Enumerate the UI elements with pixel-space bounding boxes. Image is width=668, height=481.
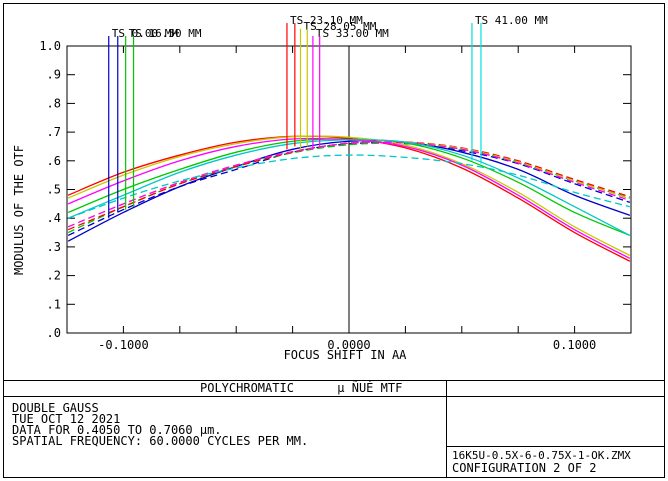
field-label: TS 23.10 MM (290, 14, 363, 27)
y-tick-label: .0 (47, 326, 61, 340)
footer-line-2: TUE OCT 12 2021 (12, 412, 120, 426)
tangential-mtf-curve (67, 139, 631, 236)
file-name: 16K5U-0.5X-6-0.75X-1-OK.ZMX (452, 449, 631, 462)
field-label: TS 0.00 MM (112, 27, 179, 40)
tangential-mtf-curve (67, 135, 631, 257)
y-tick-label: .5 (47, 183, 61, 197)
figure-border (3, 3, 665, 478)
y-tick-label: .8 (47, 96, 61, 110)
y-tick-label: 1.0 (39, 39, 61, 53)
x-tick-label: -0.1000 (98, 338, 149, 352)
field-label: TS 16.50 MM (129, 27, 202, 40)
x-axis-label: FOCUS SHIFT IN AA (284, 348, 408, 362)
tangential-mtf-curve (67, 139, 631, 242)
y-tick-label: .9 (47, 68, 61, 82)
footer-line-3: DATA FOR 0.4050 TO 0.7060 μm. (12, 423, 222, 437)
configuration-label: CONFIGURATION 2 OF 2 (452, 461, 597, 475)
y-tick-label: .2 (47, 269, 61, 283)
x-tick-label: 0.0000 (327, 338, 370, 352)
y-axis-label: MODULUS OF THE OTF (12, 145, 26, 275)
y-tick-label: .4 (47, 211, 61, 225)
sagittal-mtf-curve (67, 154, 631, 219)
footer-title: POLYCHROMATIC μ ÑUÉ MTF (200, 380, 402, 395)
tangential-mtf-curve (67, 135, 631, 262)
y-tick-label: .1 (47, 297, 61, 311)
footer-line-1: DOUBLE GAUSS (12, 401, 99, 415)
y-tick-label: .7 (47, 125, 61, 139)
y-tick-label: .6 (47, 154, 61, 168)
field-label: TS 41.00 MM (475, 14, 548, 27)
field-label: TS 33.00 MM (316, 27, 389, 40)
field-label: TS 28.05 MM (303, 20, 376, 33)
plot-area: 1.0 .9 .8 .7 .6 .5 .4 .3 .2 .1 .0 -0.1000 0.0000 0.10… (39, 14, 632, 352)
footer-line-4: SPATIAL FREQUENCY: 60.0000 CYCLES PER MM… (12, 434, 308, 448)
sagittal-mtf-curve (67, 142, 631, 237)
sagittal-mtf-curve (67, 141, 631, 228)
x-tick-label: 0.1000 (553, 338, 596, 352)
y-tick-label: .3 (47, 240, 61, 254)
info-panel: POLYCHROMATIC μ ÑUÉ MTF DOUBLE GAUSS TUE… (3, 380, 665, 478)
sagittal-mtf-curve (67, 140, 631, 231)
